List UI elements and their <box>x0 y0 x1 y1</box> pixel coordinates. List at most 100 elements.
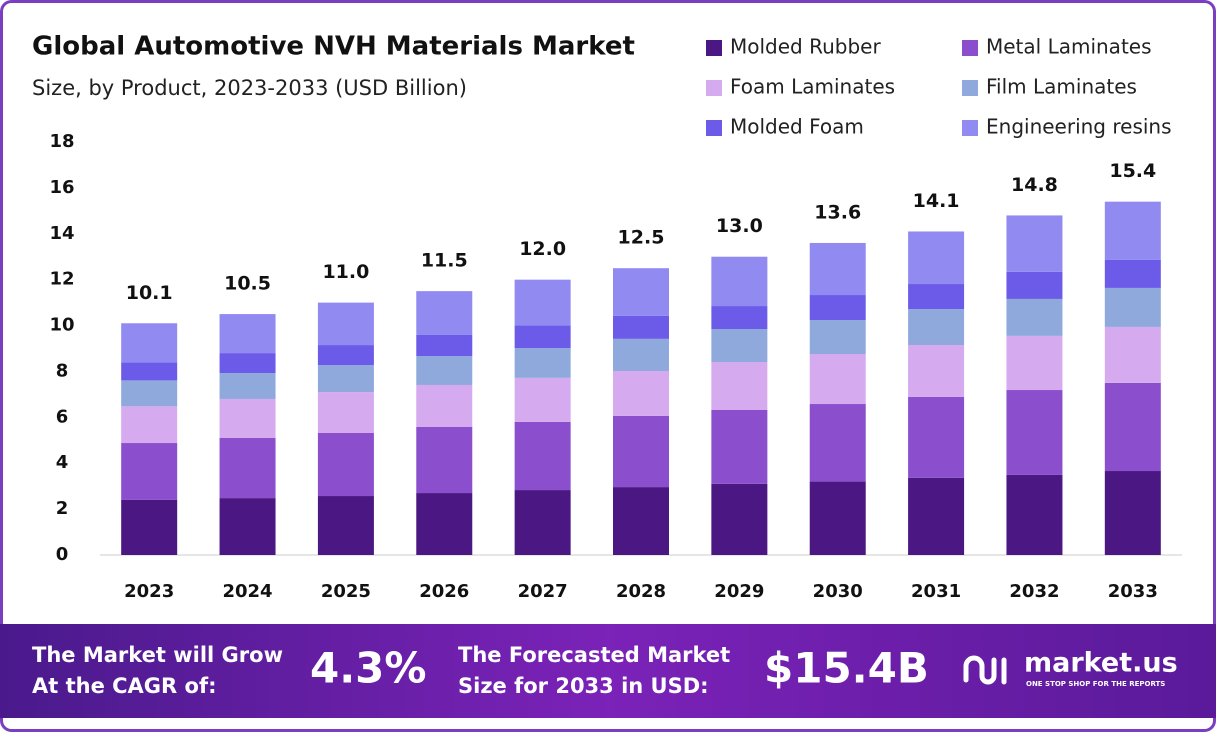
bar-segment <box>219 498 276 555</box>
x-tick-label: 2027 <box>518 581 568 602</box>
total-label: 14.1 <box>913 190 960 212</box>
bar-segment <box>416 291 473 335</box>
y-tick-label: 18 <box>49 131 74 152</box>
brand-logo <box>963 655 1007 685</box>
bar-segment <box>219 398 276 438</box>
bar-segment <box>416 356 473 385</box>
x-tick-label: 2030 <box>813 581 863 602</box>
bar-segment <box>219 353 276 374</box>
bar-segment <box>416 493 473 555</box>
bar-segment <box>809 242 866 296</box>
bar-segment <box>219 314 276 354</box>
bar-segment <box>809 481 866 555</box>
bar-segment <box>317 302 374 346</box>
legend-label: Molded Foam <box>730 115 864 139</box>
bar-segment <box>711 409 768 484</box>
bar-segment <box>514 348 571 378</box>
x-tick-label: 2023 <box>124 581 174 602</box>
x-tick-label: 2033 <box>1108 581 1158 602</box>
forecast-text: The Forecasted Market <box>458 643 730 667</box>
bar-segment <box>908 309 965 346</box>
total-label: 12.5 <box>618 227 665 249</box>
forecast-text: Size for 2033 in USD: <box>458 674 709 698</box>
total-label: 11.0 <box>322 261 369 283</box>
legend-swatch <box>962 80 978 96</box>
bar-segment <box>711 256 768 307</box>
bar-segment <box>711 483 768 555</box>
forecast-value: $15.4B <box>764 644 929 693</box>
cagr-value: 4.3% <box>310 644 426 693</box>
legend-label: Film Laminates <box>986 75 1137 99</box>
y-tick-label: 16 <box>49 177 74 198</box>
bar-segment <box>219 437 276 499</box>
y-tick-label: 6 <box>56 406 69 427</box>
bar-segment <box>613 268 669 316</box>
legend-label: Metal Laminates <box>986 35 1152 59</box>
bar-segment <box>1104 471 1161 555</box>
bar-segment <box>809 404 866 482</box>
total-label: 11.5 <box>421 250 468 272</box>
bar-segment <box>121 406 178 444</box>
chart-title: Global Automotive NVH Materials Market <box>32 32 635 62</box>
chart-subtitle: Size, by Product, 2023-2033 (USD Billion… <box>32 76 467 100</box>
legend-swatch <box>706 120 722 136</box>
bar-segment <box>317 496 374 555</box>
bar-segment <box>908 345 965 397</box>
x-tick-label: 2026 <box>419 581 469 602</box>
bar-segment <box>1104 287 1161 327</box>
legend-swatch <box>706 80 722 96</box>
x-tick-label: 2028 <box>616 581 666 602</box>
bar-segment <box>1006 335 1063 391</box>
bar-segment <box>514 377 571 422</box>
brand: market.us <box>1024 648 1178 679</box>
bar-segment <box>514 325 571 349</box>
total-label: 13.6 <box>814 201 861 223</box>
bar-segment <box>613 415 669 488</box>
cagr-text: The Market will Grow <box>32 643 283 667</box>
bar-segment <box>908 284 965 310</box>
bar-segment <box>121 443 178 500</box>
total-label: 10.1 <box>126 282 173 304</box>
bar-segment <box>121 323 178 363</box>
legend-swatch <box>962 120 978 136</box>
bar-segment <box>613 487 669 555</box>
y-tick-label: 8 <box>56 360 69 381</box>
bar-segment <box>317 345 374 366</box>
bar-segment <box>1006 215 1063 272</box>
cagr-text: At the CAGR of: <box>32 674 217 698</box>
footer: The Market will Grow At the CAGR of: 4.3… <box>32 643 1178 698</box>
bar-segment <box>317 432 374 497</box>
total-label: 15.4 <box>1109 160 1156 182</box>
bar-segment <box>416 426 473 494</box>
footer-band <box>0 624 1216 718</box>
bar-segment <box>1006 298 1063 336</box>
x-tick-label: 2031 <box>911 581 961 602</box>
legend-swatch <box>962 40 978 56</box>
bar-segment <box>1006 390 1063 475</box>
bar-segment <box>711 306 768 329</box>
x-tick-label: 2029 <box>714 581 764 602</box>
legend-label: Molded Rubber <box>730 35 881 59</box>
bar-segment <box>514 279 571 326</box>
bar-segment <box>1104 382 1161 472</box>
bar-segment <box>416 384 473 427</box>
bar-segment <box>317 365 374 393</box>
bar-segment <box>711 328 768 363</box>
total-label: 12.0 <box>519 238 566 260</box>
bar-segment <box>613 338 669 371</box>
bar-segment <box>514 490 571 555</box>
bar-segment <box>809 354 866 405</box>
y-tick-label: 12 <box>49 269 74 290</box>
y-tick-label: 2 <box>56 498 69 519</box>
bar-segment <box>613 315 669 339</box>
y-tick-label: 14 <box>49 223 74 244</box>
brand-tagline: ONE STOP SHOP FOR THE REPORTS <box>1026 680 1165 688</box>
total-label: 13.0 <box>716 215 763 237</box>
bar-segment <box>1104 326 1161 383</box>
bar-segment <box>121 362 178 381</box>
bar-segment <box>1104 201 1161 260</box>
bar-segment <box>711 362 768 410</box>
bar-segment <box>908 231 965 285</box>
y-tick-label: 0 <box>56 544 69 565</box>
